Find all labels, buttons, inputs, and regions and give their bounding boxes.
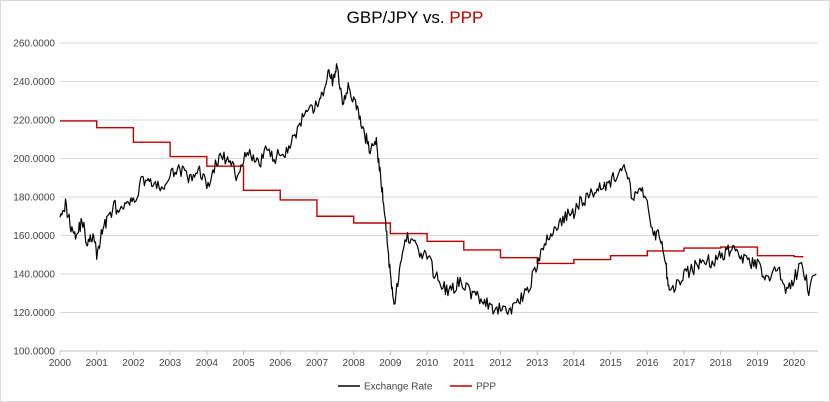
- x-tick-label: 2014: [563, 358, 586, 369]
- grid-lines: [60, 42, 818, 352]
- y-tick-label: 180.0000: [13, 193, 55, 204]
- y-tick-label: 140.0000: [13, 270, 55, 281]
- x-tick-label: 2016: [636, 358, 659, 369]
- legend-label-exchange-rate: Exchange Rate: [364, 382, 433, 393]
- y-tick-label: 220.0000: [13, 116, 55, 127]
- x-tick-label: 2003: [159, 358, 182, 369]
- y-tick-label: 240.0000: [13, 77, 55, 88]
- x-tick-label: 2007: [306, 358, 329, 369]
- legend-label-ppp: PPP: [476, 382, 496, 393]
- x-tick-label: 2010: [416, 358, 439, 369]
- series-line-ppp: [60, 120, 804, 265]
- y-axis-ticks: 100.0000 120.0000 140.0000 160.0000 180.0000…: [13, 39, 55, 358]
- x-tick-label: 2019: [746, 358, 769, 369]
- x-axis-ticks: 2000 2001 2002 2003 2004 2005 2006 2007 2008 2009…: [49, 351, 806, 369]
- chart-title: GBP/JPY vs. PPP: [0, 8, 830, 28]
- y-tick-label: 120.0000: [13, 308, 55, 319]
- x-tick-label: 2000: [49, 358, 72, 369]
- series-group: [59, 63, 817, 315]
- x-tick-label: 2001: [86, 358, 109, 369]
- x-tick-label: 2015: [599, 358, 622, 369]
- x-tick-label: 2012: [489, 358, 512, 369]
- x-tick-label: 2020: [783, 358, 806, 369]
- y-tick-label: 260.0000: [13, 39, 55, 50]
- x-tick-label: 2002: [122, 358, 145, 369]
- y-tick-label: 100.0000: [13, 347, 55, 358]
- x-tick-label: 2018: [710, 358, 733, 369]
- y-tick-label: 200.0000: [13, 154, 55, 165]
- x-tick-label: 2005: [232, 358, 255, 369]
- y-tick-label: 160.0000: [13, 231, 55, 242]
- x-tick-label: 2013: [526, 358, 549, 369]
- x-tick-label: 2008: [343, 358, 366, 369]
- x-tick-label: 2009: [379, 358, 402, 369]
- chart-title-accent: PPP: [449, 8, 484, 27]
- chart-title-main: GBP/JPY vs.: [346, 8, 445, 27]
- x-tick-label: 2004: [196, 358, 219, 369]
- x-tick-label: 2006: [269, 358, 292, 369]
- series-line-exchange-rate: [59, 63, 817, 315]
- x-tick-label: 2011: [453, 358, 475, 369]
- x-tick-label: 2017: [673, 358, 696, 369]
- legend: Exchange Rate PPP: [338, 382, 496, 393]
